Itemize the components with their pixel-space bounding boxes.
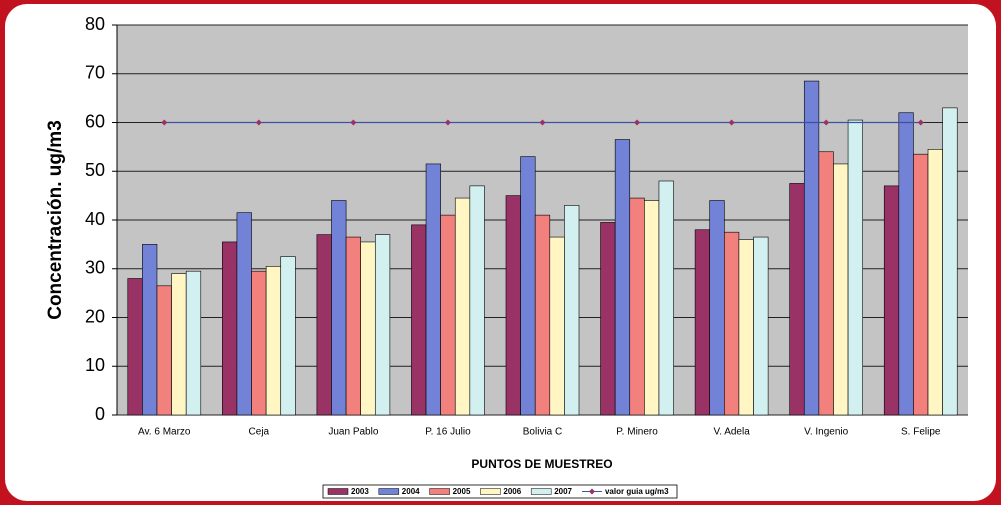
x-tick-label: V. Ingenio [804,427,849,438]
bar [913,153,929,416]
legend-label: 2006 [503,487,521,496]
bar [345,236,361,416]
bar [614,139,631,416]
bar [738,239,754,416]
bar [505,195,521,416]
bar [534,214,551,416]
guide-marker [350,119,357,126]
x-tick-label: Bolivia C [523,427,562,438]
bar [927,149,943,416]
bar [600,222,616,416]
guide-marker [823,119,830,126]
guide-marker [539,119,546,126]
legend-label: 2005 [453,487,471,496]
legend-marker [588,488,595,495]
bar [251,270,267,416]
guide-marker [161,119,168,126]
bar [818,151,834,416]
y-tick-label: 80 [85,14,105,34]
y-tick-label: 30 [85,258,105,278]
y-axis-title: Concentración. ug/m3 [45,120,66,320]
bar [564,205,580,416]
y-tick-label: 70 [85,63,105,83]
bar [549,236,565,416]
guide-marker [917,119,924,126]
x-axis-title: PUNTOS DE MUESTREO [471,457,612,471]
bar [520,156,536,416]
guide-marker [255,119,262,126]
legend-swatch [378,488,400,495]
bar [833,163,849,416]
x-tick-label: P. Minero [616,427,658,438]
x-tick-label: Av. 6 Marzo [138,427,191,438]
bar [127,278,143,416]
x-tick-label: V. Adela [713,427,750,438]
legend-swatch [327,488,349,495]
bar [331,200,347,416]
bar [280,256,296,416]
guide-marker [728,119,735,126]
bar [883,185,900,416]
legend-swatch [480,488,501,495]
legend-label: valor guia ug/m3 [605,487,669,496]
bar [360,241,376,416]
legend-label: 2004 [402,487,420,496]
y-tick-label: 0 [95,404,105,424]
bar [454,197,471,416]
bar [644,200,660,416]
x-tick-label: Ceja [249,427,270,438]
y-tick-label: 10 [85,355,105,375]
bar [847,119,863,416]
x-tick-label: S. Felipe [901,427,941,438]
bar [658,180,674,416]
legend-label: 2003 [351,487,369,496]
bar [236,212,252,416]
y-tick-label: 40 [85,209,105,229]
bar [185,270,202,416]
bar [222,241,238,416]
bar [469,185,485,416]
y-tick-label: 20 [85,306,105,326]
bar [898,112,914,416]
guide-marker [634,119,641,126]
bar [942,107,958,416]
bar [724,231,740,416]
bar [440,214,456,416]
bar [374,234,391,416]
bar [156,285,172,416]
y-tick-label: 50 [85,160,105,180]
guide-marker [444,119,451,126]
bar [316,234,332,416]
bar [709,200,725,416]
legend-label: 2007 [554,487,572,496]
bar [803,80,820,416]
x-tick-label: Juan Pablo [328,427,378,438]
bar [411,224,427,416]
bar [142,244,158,416]
bar [694,229,711,416]
x-tick-label: P. 16 Julio [425,427,471,438]
legend-swatch [429,488,450,495]
y-tick-label: 60 [85,111,105,131]
bar [425,163,441,416]
bar [789,183,805,416]
legend-swatch [530,488,552,495]
bar [753,236,769,416]
bar [171,273,187,416]
bar [629,197,645,416]
bar [265,266,282,416]
